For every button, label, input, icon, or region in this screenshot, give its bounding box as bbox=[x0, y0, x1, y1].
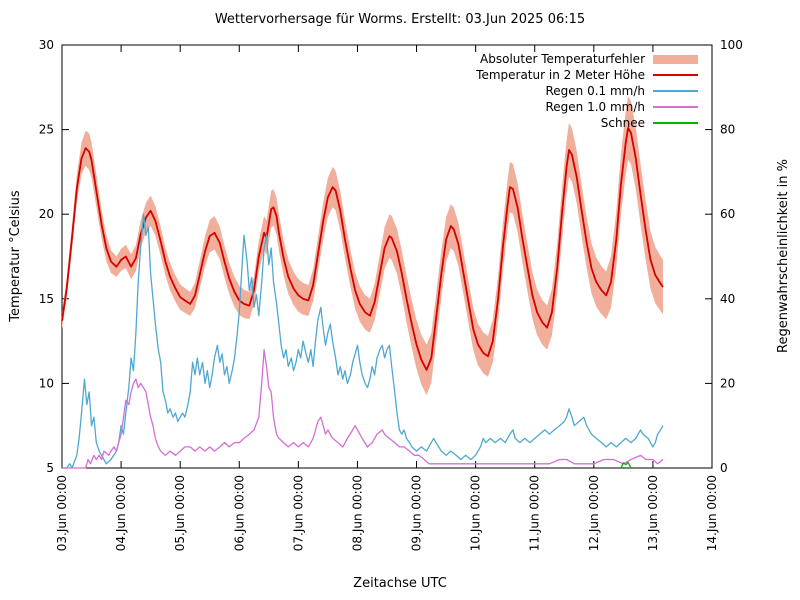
y-tick-label-right: 80 bbox=[720, 123, 735, 137]
x-axis-label: Zeitachse UTC bbox=[353, 576, 447, 591]
x-tick-label: 10.Jun 00:00 bbox=[469, 475, 483, 551]
legend: Absoluter Temperaturfehler Temperatur in … bbox=[476, 51, 698, 131]
legend-label: Absoluter Temperaturfehler bbox=[480, 52, 645, 66]
legend-swatch-line bbox=[653, 106, 698, 108]
x-tick-label: 05.Jun 00:00 bbox=[173, 475, 187, 551]
x-tick-label: 11.Jun 00:00 bbox=[528, 475, 542, 551]
series-rain-10mm bbox=[62, 348, 664, 469]
y-tick-label-left: 20 bbox=[39, 207, 54, 221]
legend-label: Regen 0.1 mm/h bbox=[545, 84, 645, 98]
y-tick-label-left: 10 bbox=[39, 376, 54, 390]
series-temperature bbox=[61, 127, 664, 371]
legend-label: Regen 1.0 mm/h bbox=[545, 100, 645, 114]
legend-swatch-line bbox=[653, 90, 698, 92]
y-tick-label-right: 60 bbox=[720, 207, 735, 221]
x-tick-label: 04.Jun 00:00 bbox=[114, 475, 128, 551]
x-tick-label: 07.Jun 00:00 bbox=[291, 475, 305, 551]
y-tick-label-left: 15 bbox=[39, 292, 54, 306]
legend-item: Absoluter Temperaturfehler bbox=[476, 51, 698, 67]
legend-label: Schnee bbox=[600, 116, 645, 130]
series-snow bbox=[620, 461, 632, 469]
x-tick-label: 12.Jun 00:00 bbox=[587, 475, 601, 551]
plot-frame bbox=[61, 44, 713, 469]
y-tick-label-left: 30 bbox=[39, 38, 54, 52]
x-tick-label: 06.Jun 00:00 bbox=[232, 475, 246, 551]
x-tick-label: 09.Jun 00:00 bbox=[410, 475, 424, 551]
y-tick-label-right: 40 bbox=[720, 292, 735, 306]
legend-item: Regen 1.0 mm/h bbox=[476, 99, 698, 115]
legend-label: Temperatur in 2 Meter Höhe bbox=[476, 68, 645, 82]
y-tick-label-left: 25 bbox=[39, 123, 54, 137]
x-tick-label: 08.Jun 00:00 bbox=[350, 475, 364, 551]
legend-item: Temperatur in 2 Meter Höhe bbox=[476, 67, 698, 83]
y-tick-label-left: 5 bbox=[46, 461, 54, 475]
y-tick-label-right: 0 bbox=[720, 461, 728, 475]
chart-title: Wettervorhersage für Worms. Erstellt: 03… bbox=[214, 12, 586, 27]
x-tick-label: 14.Jun 00:00 bbox=[705, 475, 719, 551]
y-tick-label-right: 100 bbox=[720, 38, 743, 52]
series-error-band bbox=[62, 96, 663, 396]
legend-swatch-line bbox=[653, 74, 698, 76]
legend-swatch-line bbox=[653, 122, 698, 124]
legend-swatch-band bbox=[653, 54, 698, 64]
series-rain-01mm bbox=[62, 213, 664, 469]
x-tick-label: 03.Jun 00:00 bbox=[55, 475, 69, 551]
legend-item: Regen 0.1 mm/h bbox=[476, 83, 698, 99]
legend-item: Schnee bbox=[476, 115, 698, 131]
x-tick-label: 13.Jun 00:00 bbox=[646, 475, 660, 551]
y-tick-label-right: 20 bbox=[720, 376, 735, 390]
